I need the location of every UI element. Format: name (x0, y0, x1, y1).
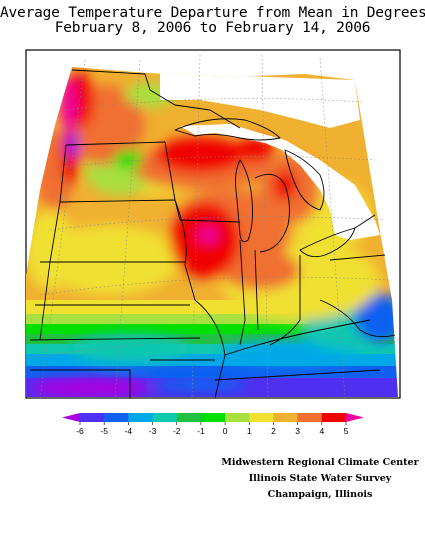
map-title: Average Temperature Departure from Mean … (0, 6, 425, 36)
legend-color-cell (128, 413, 154, 422)
lake-huron (284, 149, 325, 211)
legend-color-cell (273, 413, 299, 422)
legend-color-cell (80, 413, 105, 422)
legend-arrow-low (62, 413, 80, 422)
legend-tick-label: 0 (223, 426, 228, 436)
title-line-2: February 8, 2006 to February 14, 2006 (54, 20, 371, 36)
legend-color-cell (200, 413, 226, 422)
legend-tick-label: -2 (173, 426, 181, 436)
title-line-1: Average Temperature Departure from Mean … (0, 5, 425, 21)
legend-tick-label: 2 (271, 426, 276, 436)
legend-color-cell (297, 413, 323, 422)
graticule (29, 54, 401, 399)
legend-arrow-high (346, 413, 364, 422)
legend-tick-label: -3 (149, 426, 157, 436)
credit-line-2: Illinois State Water Survey (248, 473, 392, 484)
lake-michigan (235, 159, 253, 243)
legend-tick-label: 4 (319, 426, 324, 436)
credits: Midwestern Regional Climate Center Illin… (220, 455, 420, 503)
legend-tick-label: 1 (247, 426, 252, 436)
legend-color-cell (321, 413, 347, 422)
lake-erie (299, 227, 356, 258)
state-boundaries (29, 69, 396, 399)
legend-tick-label: -4 (125, 426, 133, 436)
legend-tick-label: 5 (344, 426, 349, 436)
credit-line-3: Champaign, Illinois (267, 489, 373, 500)
legend-color-cell (176, 413, 202, 422)
legend-tick-label: -5 (100, 426, 108, 436)
legend-color-cell (152, 413, 178, 422)
legend-color-cell (104, 413, 129, 422)
legend-tick-label: -1 (197, 426, 205, 436)
legend-color-cell (225, 413, 250, 422)
legend-tick-label: 3 (295, 426, 300, 436)
lake-superior (174, 118, 281, 141)
legend-color-cell (249, 413, 274, 422)
legend-tick-label: -6 (76, 426, 84, 436)
credit-line-1: Midwestern Regional Climate Center (221, 457, 419, 468)
